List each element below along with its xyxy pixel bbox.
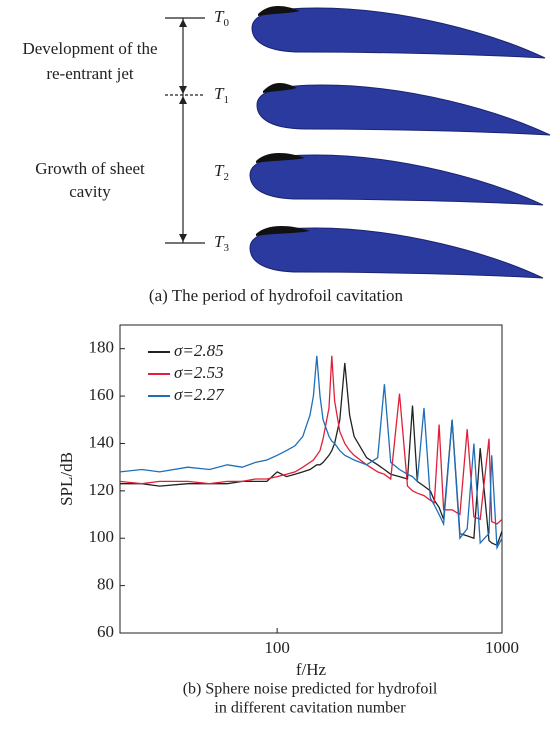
stage-label: T3 xyxy=(214,232,229,254)
legend-label: σ=2.85 xyxy=(174,341,224,360)
caption: in different cavitation number xyxy=(214,700,406,717)
stage-symbol: T xyxy=(214,84,225,103)
cavity xyxy=(263,82,297,93)
plot-frame xyxy=(119,324,503,634)
x-tick-label: 100 xyxy=(264,638,290,657)
stage-symbol: T xyxy=(214,232,225,251)
hydrofoil xyxy=(251,7,546,59)
legend-label: σ=2.27 xyxy=(174,385,225,404)
stage-index: 1 xyxy=(223,94,229,106)
caption: (b) Sphere noise predicted for hydrofoil xyxy=(183,681,438,698)
hydrofoil xyxy=(256,84,551,136)
series-line xyxy=(119,355,503,525)
series-line xyxy=(119,355,503,551)
hydrofoil xyxy=(249,227,544,279)
stage-symbol: T xyxy=(214,161,225,180)
stage-label: T1 xyxy=(214,84,229,106)
cavity xyxy=(256,152,305,163)
phase-label: Development of the xyxy=(22,39,157,58)
phase-label: cavity xyxy=(69,182,111,201)
x-tick-label: 1000 xyxy=(485,638,519,657)
stage-label: T2 xyxy=(214,161,229,183)
stage-index: 0 xyxy=(223,17,229,29)
stage-index: 3 xyxy=(223,242,229,254)
y-tick-label: 120 xyxy=(89,480,115,499)
diagram xyxy=(165,17,205,244)
hydrofoil xyxy=(249,154,544,206)
y-tick-label: 100 xyxy=(89,527,115,546)
stage-symbol: T xyxy=(214,7,225,26)
phase-label: Growth of sheet xyxy=(35,159,145,178)
x-axis-label: f/Hz xyxy=(296,660,327,679)
y-tick-label: 180 xyxy=(89,338,115,357)
cavity xyxy=(256,225,310,236)
cavity xyxy=(258,5,300,16)
y-axis-label: SPL/dB xyxy=(57,452,76,506)
caption: (a) The period of hydrofoil cavitation xyxy=(149,286,404,305)
phase-label: re-entrant jet xyxy=(46,64,134,83)
legend-label: σ=2.53 xyxy=(174,363,224,382)
y-tick-label: 160 xyxy=(89,385,115,404)
stage-label: T0 xyxy=(214,7,229,29)
stage-index: 2 xyxy=(223,171,229,183)
y-tick-label: 60 xyxy=(97,622,114,641)
y-tick-label: 140 xyxy=(89,432,115,451)
y-tick-label: 80 xyxy=(97,575,114,594)
